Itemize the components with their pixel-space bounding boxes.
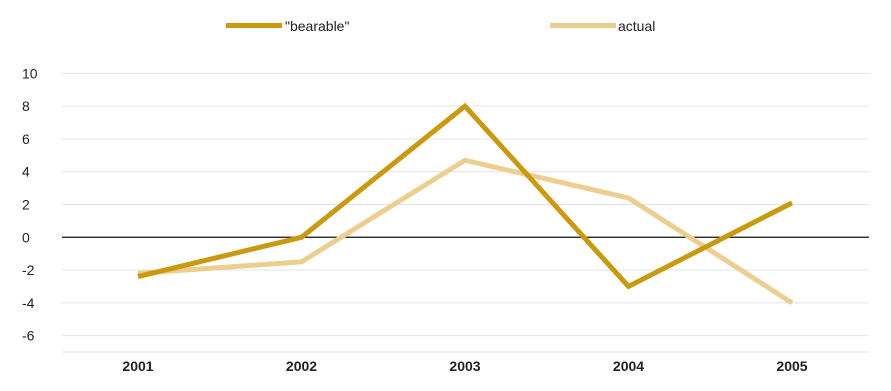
y-tick-label: 10 xyxy=(22,65,38,81)
y-tick-label: -6 xyxy=(22,328,35,344)
x-tick-label-2003: 2003 xyxy=(449,358,480,374)
series-line-actual xyxy=(137,157,794,305)
legend-swatch-actual xyxy=(550,23,616,28)
legend: "bearable" actual xyxy=(226,18,655,34)
y-tick-label: -4 xyxy=(22,295,35,311)
y-tick-label: -2 xyxy=(22,262,35,278)
x-tick-label-2002: 2002 xyxy=(286,358,317,374)
grid-lines xyxy=(62,72,869,353)
x-tick-label-2004: 2004 xyxy=(613,358,644,374)
y-tick-label: 0 xyxy=(22,229,30,245)
legend-swatch-bearable xyxy=(226,23,282,28)
y-tick-label: 6 xyxy=(22,131,30,147)
x-tick-label-2005: 2005 xyxy=(776,358,807,374)
x-tick-label-2001: 2001 xyxy=(122,358,153,374)
y-tick-label: 8 xyxy=(22,98,30,114)
y-tick-label: 4 xyxy=(22,164,30,180)
legend-label-actual: actual xyxy=(618,18,655,34)
legend-label-bearable: "bearable" xyxy=(285,18,349,34)
x-axis-tick-labels: 2001 2002 2003 2004 2005 xyxy=(122,358,807,374)
series-lines xyxy=(137,102,794,305)
y-tick-label: 2 xyxy=(22,197,30,213)
y-axis-tick-labels: 10 8 6 4 2 0 -2 -4 -6 xyxy=(22,65,38,343)
series-line-bearable xyxy=(137,102,794,290)
